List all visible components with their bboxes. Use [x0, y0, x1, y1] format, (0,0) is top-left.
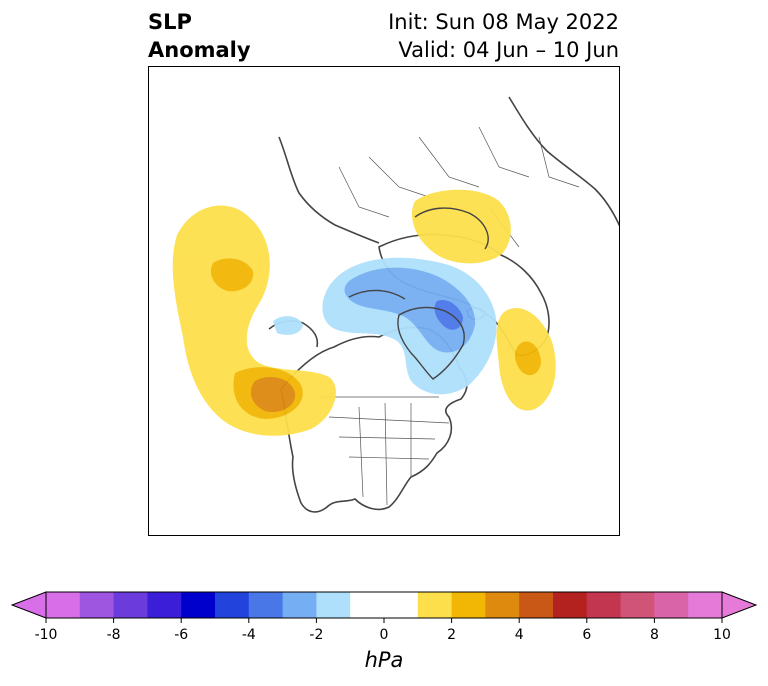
anomaly-scandinavia	[411, 189, 511, 264]
colorbar-tick-label: 8	[650, 627, 659, 643]
colorbar-segment	[451, 592, 486, 618]
colorbar-segment	[620, 592, 655, 618]
colorbar-segment	[316, 592, 351, 618]
colorbar-tick-label: 0	[380, 627, 389, 643]
colorbar-segment	[688, 592, 723, 618]
colorbar-segment	[79, 592, 115, 618]
colorbar-segment	[519, 592, 554, 618]
colorbar-segment	[181, 592, 216, 618]
coastline-europe-west	[278, 136, 380, 244]
map-canvas	[172, 96, 619, 513]
colorbar-tick-label: 2	[447, 627, 456, 643]
title-block-right: Init: Sun 08 May 2022 Valid: 04 Jun – 10…	[388, 8, 619, 64]
colorbar-segment	[147, 592, 182, 618]
political-borders	[319, 126, 580, 506]
colorbar-segment	[384, 592, 419, 618]
colorbar-ticks: -10 -8 -6 -4 -2 0 2 4 6 8 10	[35, 618, 731, 643]
colorbar-unit-label: hPa	[364, 648, 404, 672]
anomaly-north-pacific-max	[250, 377, 296, 413]
colorbar-segment	[485, 592, 520, 618]
colorbar-tick-label: 4	[515, 627, 524, 643]
colorbar-segment	[46, 592, 81, 618]
init-date-label: Init: Sun 08 May 2022	[388, 10, 619, 34]
title-variable: SLP	[148, 10, 192, 34]
colorbar-segment	[215, 592, 250, 618]
coastlines-overlay	[348, 207, 489, 380]
anomaly-north-atlantic-core	[515, 341, 541, 376]
colorbar-segment	[350, 592, 385, 618]
colorbar-tick-label: 10	[713, 627, 731, 643]
colorbar-segment	[248, 592, 284, 618]
colorbar-tick-label: -8	[107, 627, 121, 643]
anomaly-alaska-negative	[273, 316, 303, 335]
colorbar-segment	[113, 592, 148, 618]
colorbar-tick-label: -6	[174, 627, 188, 643]
slp-anomaly-map	[148, 66, 620, 536]
anomaly-shading	[172, 189, 556, 436]
colorbar-segment	[417, 592, 453, 618]
colorbar-tick-label: -2	[309, 627, 323, 643]
colorbar-extend-max	[721, 591, 758, 619]
colorbar-segment	[586, 592, 622, 618]
anomaly-north-pacific-core1	[210, 258, 254, 292]
colorbar-tick-label: -4	[242, 627, 256, 643]
colorbar-tick-label: -10	[35, 627, 58, 643]
coastline-asia-north	[508, 96, 619, 227]
colorbar-tick-label: 6	[582, 627, 591, 643]
title-block-left: SLP Anomaly	[148, 8, 251, 64]
anomaly-arctic-min	[434, 299, 463, 330]
colorbar-segment	[654, 592, 689, 618]
colorbar-segments	[10, 591, 758, 619]
valid-range-label: Valid: 04 Jun – 10 Jun	[398, 38, 619, 62]
colorbar-extend-min	[10, 591, 47, 619]
colorbar-segment	[553, 592, 588, 618]
title-variable-anomaly: Anomaly	[148, 38, 251, 62]
colorbar: -10 -8 -6 -4 -2 0 2 4 6 8 10	[10, 591, 758, 643]
colorbar-segment	[282, 592, 317, 618]
